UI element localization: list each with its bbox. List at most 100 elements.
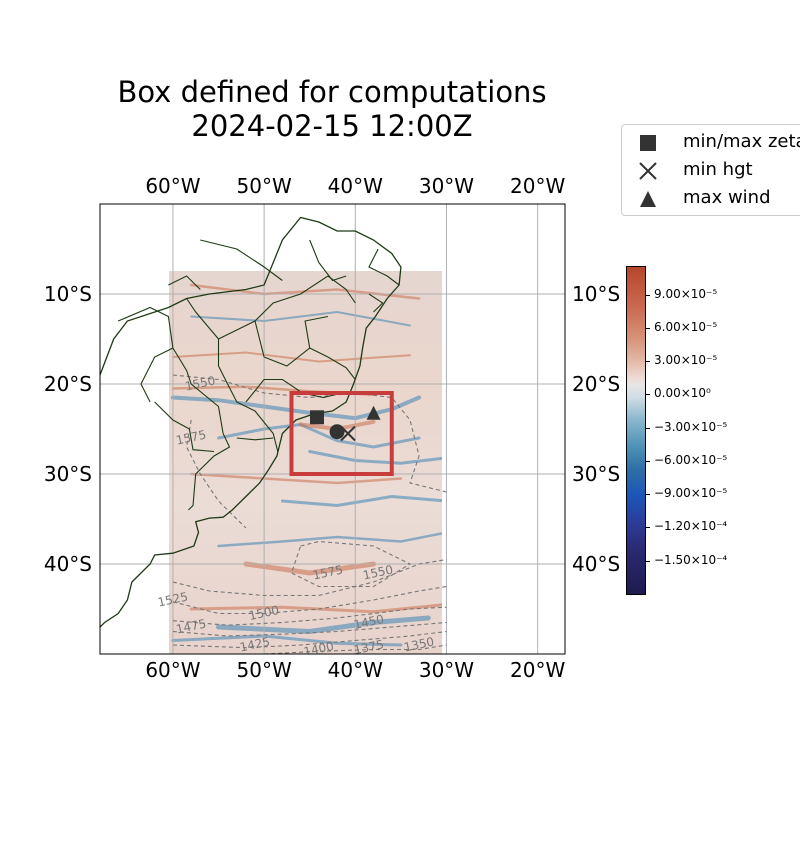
- field-streak: [217, 422, 421, 449]
- political-border: [117, 306, 174, 403]
- colorbar-tick: [645, 394, 650, 396]
- height-contour-line: [172, 374, 447, 493]
- legend: min/max zeta min hgt max wind: [621, 124, 800, 216]
- lon-tick-label-bottom: 20°W: [510, 658, 565, 682]
- zeta-circle-marker: [329, 424, 345, 440]
- colorbar-tick: [645, 460, 650, 462]
- figure-subtitle-datetime: 2024-02-15 12:00Z: [191, 109, 473, 143]
- political-border: [154, 401, 215, 453]
- map-border: [99, 203, 566, 655]
- lat-tick-label-right: 40°S: [572, 552, 620, 576]
- vorticity-field: [169, 271, 442, 654]
- lon-tick-label-top: 20°W: [510, 174, 565, 198]
- field-streak: [243, 561, 376, 576]
- colorbar-tick-label: −6.00×10⁻⁵: [654, 452, 728, 467]
- markers: [310, 405, 381, 442]
- colorbar-tick-label: 6.00×10⁻⁵: [654, 319, 718, 334]
- contour-label: 1450: [352, 612, 385, 632]
- field-streak: [189, 472, 403, 485]
- colorbar-tick: [645, 494, 650, 496]
- political-border: [245, 378, 342, 403]
- legend-item-zeta: min/max zeta: [622, 129, 800, 157]
- field-streak: [217, 532, 442, 548]
- contour-label: 1350: [403, 634, 436, 654]
- square-marker-icon: [640, 135, 656, 151]
- contour-label: 1375: [352, 637, 385, 657]
- colorbar-tick: [645, 527, 650, 529]
- lon-tick-label-bottom: 40°W: [328, 658, 383, 682]
- field-streak: [280, 494, 442, 508]
- height-contour-line: [172, 606, 447, 626]
- colorbar-tick-label: 0.00×10⁰: [654, 386, 711, 401]
- lat-tick-label-right: 20°S: [572, 372, 620, 396]
- lon-tick-label-bottom: 50°W: [237, 658, 292, 682]
- gridlines: [100, 204, 565, 654]
- lon-tick-label-bottom: 30°W: [419, 658, 474, 682]
- colorbar-tick-label: 9.00×10⁻⁵: [654, 286, 718, 301]
- legend-label-zeta: min/max zeta: [683, 131, 800, 152]
- political-border: [368, 248, 400, 286]
- colorbar-tick: [645, 427, 650, 429]
- lat-tick-label-right: 30°S: [572, 462, 620, 486]
- height-contour-line: [290, 540, 412, 588]
- coastline-and-borders: [100, 216, 402, 628]
- colorbar: [626, 266, 646, 595]
- lon-tick-label-top: 60°W: [145, 174, 200, 198]
- legend-item-hgt: min hgt: [622, 157, 800, 185]
- colorbar-tick: [645, 560, 650, 562]
- contour-label: 1500: [248, 603, 281, 623]
- lat-tick-label-left: 10°S: [44, 282, 92, 306]
- lon-tick-label-top: 50°W: [237, 174, 292, 198]
- field-streak: [171, 351, 411, 363]
- political-border: [309, 347, 356, 380]
- field-streak: [171, 634, 403, 647]
- lat-tick-label-left: 20°S: [44, 372, 92, 396]
- legend-label-hgt: min hgt: [683, 159, 753, 180]
- colorbar-tick: [645, 327, 650, 329]
- axis-tick-labels: 60°W 60°W 50°W 50°W 40°W 40°W 30°W 30°W 20°W 20°W…: [44, 174, 620, 682]
- x-marker-icon: [639, 162, 657, 180]
- min-hgt-marker: [340, 425, 356, 442]
- contour-label: 1550: [184, 373, 217, 393]
- height-contour-line: [172, 630, 447, 649]
- legend-label-wind: max wind: [683, 187, 771, 208]
- contour-label: 1525: [156, 589, 189, 609]
- lat-tick-label-right: 10°S: [572, 282, 620, 306]
- computation-box-group: [289, 391, 394, 476]
- political-border: [200, 239, 283, 281]
- height-contour-line: [172, 558, 447, 597]
- colorbar-gradient: [627, 267, 645, 594]
- computation-box: [289, 391, 394, 476]
- coastline: [100, 216, 402, 628]
- lat-tick-label-left: 40°S: [44, 552, 92, 576]
- colorbar-tick-label: −3.00×10⁻⁵: [654, 419, 728, 434]
- figure-title: Box defined for computations: [117, 75, 547, 109]
- colorbar-tick-label: −1.20×10⁻⁴: [654, 519, 728, 534]
- political-border: [172, 347, 231, 511]
- political-border: [168, 275, 201, 290]
- colorbar-tick: [645, 294, 650, 296]
- max-wind-marker: [366, 405, 381, 420]
- legend-item-wind: max wind: [622, 185, 800, 213]
- triangle-marker-icon: [640, 191, 656, 207]
- height-contour-line: [264, 644, 447, 654]
- field-streak: [308, 450, 442, 465]
- contour-label: 1425: [239, 634, 272, 654]
- political-border: [236, 437, 274, 441]
- contour-label: 1400: [302, 639, 335, 659]
- lon-tick-label-top: 40°W: [328, 174, 383, 198]
- lat-tick-label-left: 30°S: [44, 462, 92, 486]
- political-border: [254, 315, 329, 367]
- colorbar-tick-label: −1.50×10⁻⁴: [654, 552, 728, 567]
- colorbar-tick-label: 3.00×10⁻⁵: [654, 353, 718, 368]
- lon-tick-label-bottom: 60°W: [145, 658, 200, 682]
- contour-label: 1475: [175, 616, 208, 636]
- height-contour-line: [172, 621, 447, 637]
- colorbar-tick-label: −9.00×10⁻⁵: [654, 486, 728, 501]
- field-streak: [189, 603, 442, 614]
- height-contour-line: [186, 419, 247, 529]
